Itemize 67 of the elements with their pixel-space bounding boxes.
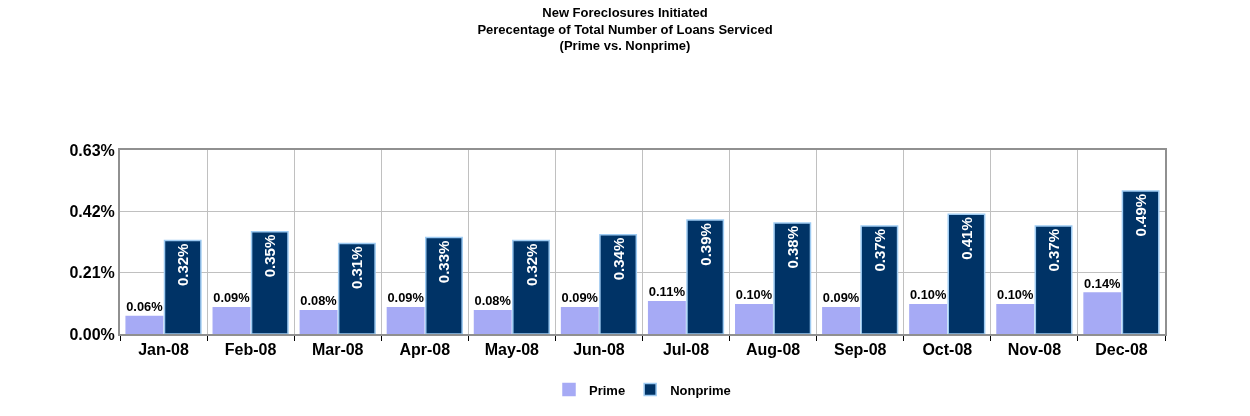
bar xyxy=(212,306,251,334)
data-label: 0.31% xyxy=(348,246,366,290)
legend-label: Nonprime xyxy=(670,382,731,398)
data-label: 0.09% xyxy=(387,290,425,306)
data-label: 0.35% xyxy=(261,234,279,278)
bar xyxy=(1034,225,1073,334)
bar xyxy=(996,304,1035,334)
bar xyxy=(773,222,812,334)
x-tick-label: Apr-08 xyxy=(399,341,451,359)
bar xyxy=(386,306,425,334)
bar xyxy=(560,306,599,334)
bar xyxy=(1083,292,1122,334)
data-label: 0.10% xyxy=(997,287,1034,303)
data-label: 0.09% xyxy=(213,290,251,306)
bar xyxy=(686,219,725,334)
data-label: 0.37% xyxy=(1045,228,1063,272)
x-tick-label: Nov-08 xyxy=(1007,341,1062,359)
data-label: 0.34% xyxy=(609,237,627,281)
bar xyxy=(250,231,289,334)
bar xyxy=(947,213,986,334)
y-tick-label: 0.42% xyxy=(69,202,115,220)
data-label: 0.08% xyxy=(474,293,512,309)
data-label: 0.41% xyxy=(957,217,975,260)
y-tick-label: 0.00% xyxy=(69,325,115,343)
bar xyxy=(299,309,338,334)
data-label: 0.08% xyxy=(300,293,338,309)
x-tick-label: Jul-08 xyxy=(662,341,710,359)
data-label: 0.32% xyxy=(522,243,540,287)
x-tick-label: Oct-08 xyxy=(922,341,973,359)
x-tick-label: Aug-08 xyxy=(746,341,801,359)
x-tick-label: Jun-08 xyxy=(573,341,625,359)
x-tick-label: Mar-08 xyxy=(311,341,364,359)
bar xyxy=(860,225,899,334)
data-label: 0.11% xyxy=(648,284,686,300)
bar xyxy=(125,315,164,334)
data-label: 0.06% xyxy=(126,298,164,314)
data-label: 0.10% xyxy=(909,287,947,303)
chart-title: New Foreclosures Initiated Perecentage of Total Number of Loans Serviced (Prime vs. Nonprime) xyxy=(477,4,773,54)
data-label: 0.09% xyxy=(561,290,599,306)
x-tick-label: Jan-08 xyxy=(138,341,189,359)
bar xyxy=(512,239,550,334)
bar xyxy=(1121,190,1160,334)
bar xyxy=(735,304,773,334)
data-label: 0.37% xyxy=(870,228,888,272)
data-label: 0.33% xyxy=(435,240,453,284)
data-label: 0.39% xyxy=(696,223,714,266)
data-label: 0.32% xyxy=(174,243,192,287)
y-tick-label: 0.63% xyxy=(69,141,115,159)
x-tick-label: Feb-08 xyxy=(224,341,277,359)
bar xyxy=(163,239,202,334)
data-label: 0.14% xyxy=(1084,275,1122,291)
data-label: 0.09% xyxy=(822,290,860,306)
data-label: 0.49% xyxy=(1132,193,1150,237)
bar xyxy=(599,233,638,334)
bar xyxy=(473,309,512,334)
x-tick-label: May-08 xyxy=(484,341,540,359)
bar xyxy=(425,236,463,334)
data-label: 0.38% xyxy=(783,226,801,269)
bar xyxy=(909,304,948,334)
bar xyxy=(647,301,686,334)
bar xyxy=(822,306,860,334)
y-tick-label: 0.21% xyxy=(69,264,115,282)
data-label: 0.10% xyxy=(735,287,773,303)
legend-label: Prime xyxy=(589,382,626,398)
x-tick-label: Dec-08 xyxy=(1095,341,1148,359)
bar xyxy=(337,242,376,334)
x-tick-label: Sep-08 xyxy=(833,341,887,359)
